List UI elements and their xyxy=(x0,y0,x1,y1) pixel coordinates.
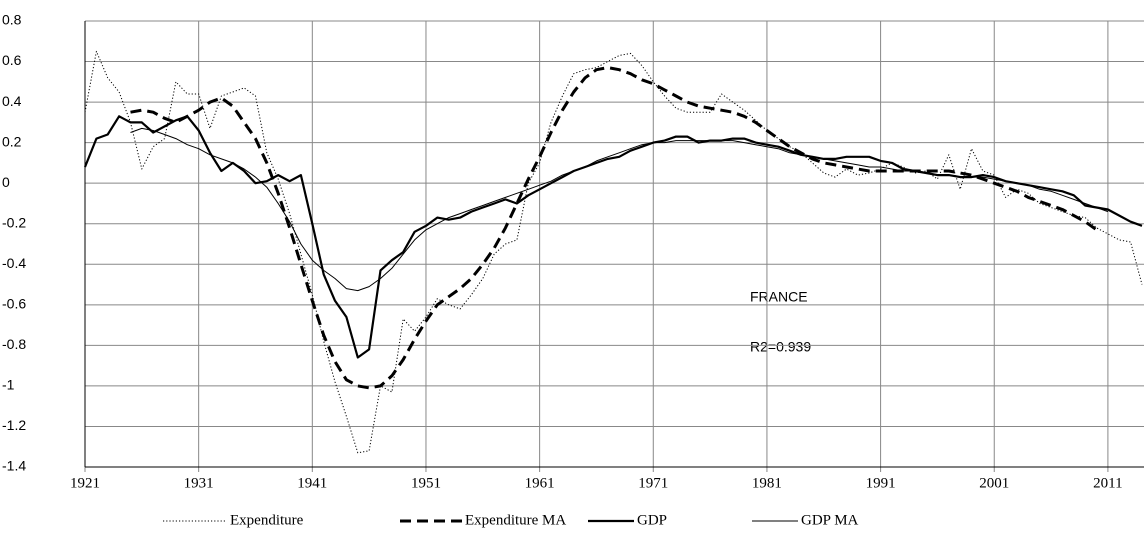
y-tick-label: -0.6 xyxy=(2,296,26,312)
y-tick-label: 0.4 xyxy=(2,93,22,109)
x-tick-label: 1981 xyxy=(752,475,782,491)
legend-label: Expenditure xyxy=(230,512,304,528)
legend-label: Expenditure MA xyxy=(465,512,566,528)
series-line xyxy=(83,115,1143,359)
x-tick-label: 1921 xyxy=(70,475,100,491)
annotation: FRANCE xyxy=(750,289,808,305)
x-tick-label: 1941 xyxy=(297,475,327,491)
y-tick-label: 0.2 xyxy=(2,133,22,149)
x-tick-label: 1961 xyxy=(525,475,555,491)
series-line xyxy=(84,50,1143,454)
y-tick-label: -1.4 xyxy=(2,458,26,474)
annotation: R2=0.939 xyxy=(750,339,811,355)
y-tick-label: 0.6 xyxy=(2,52,22,68)
series-line xyxy=(130,127,1109,292)
y-tick-label: -1.2 xyxy=(2,417,26,433)
y-tick-label: -0.8 xyxy=(2,336,26,352)
y-tick-label: -1 xyxy=(2,377,15,393)
x-tick-label: 2011 xyxy=(1093,475,1122,491)
x-tick-label: 1971 xyxy=(638,475,668,491)
x-tick-label: 2001 xyxy=(979,475,1009,491)
x-tick-label: 1931 xyxy=(184,475,214,491)
y-tick-label: -0.4 xyxy=(2,255,26,271)
series-line xyxy=(130,66,1098,390)
x-tick-label: 1951 xyxy=(411,475,441,491)
y-tick-label: -0.2 xyxy=(2,214,26,230)
y-tick-label: 0.8 xyxy=(2,12,22,28)
legend-label: GDP MA xyxy=(801,512,859,528)
y-tick-label: 0 xyxy=(2,174,10,190)
legend-label: GDP xyxy=(637,512,667,528)
x-tick-label: 1991 xyxy=(866,475,896,491)
